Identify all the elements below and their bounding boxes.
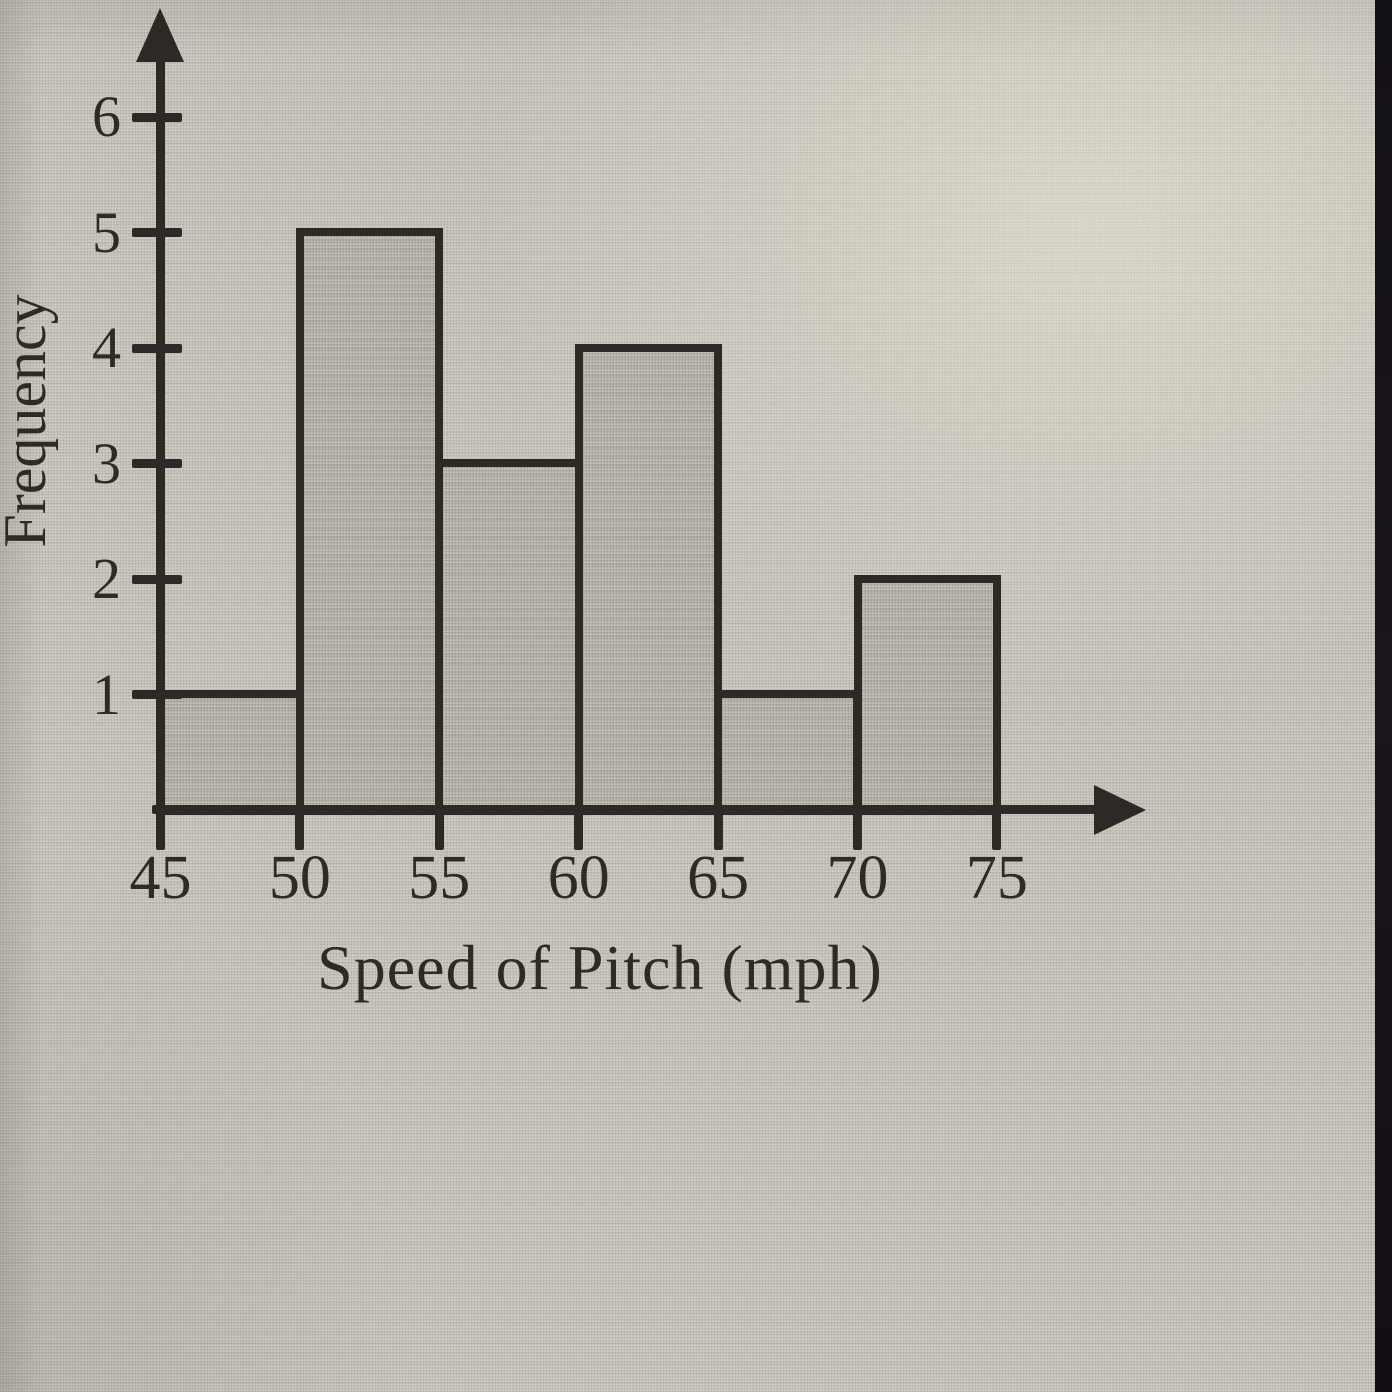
histogram-bar-65-70 [714,690,862,815]
histogram-bar-45-50 [156,690,304,815]
x-axis-tick-50 [295,806,305,850]
x-axis-tick-label: 45 [129,844,192,912]
x-axis-line [152,805,1102,814]
y-axis-tick-label: 3 [92,430,121,496]
histogram-bar-60-65 [574,343,723,815]
x-axis-tick-label: 60 [547,844,610,912]
x-axis-tick-label: 65 [687,844,750,912]
y-axis-tick-label: 1 [92,661,121,727]
photo-edge-strip [1375,0,1392,1392]
y-axis-tick-label: 2 [92,546,121,611]
histogram-bar-70-75 [853,574,1001,815]
y-axis-title: Frequency [0,294,58,548]
y-axis-arrowhead-icon [136,8,184,62]
x-axis-tick-label: 70 [826,844,889,912]
x-axis-tick-70 [853,806,862,850]
x-axis-arrowhead-icon [1094,785,1146,835]
histogram-bar-50-55 [295,228,444,815]
x-axis-tick-label: 50 [268,844,331,912]
x-axis-tick-60 [574,806,584,850]
x-axis-tick-label: 55 [408,844,471,912]
y-axis-tick-label: 6 [92,84,121,149]
x-axis-tick-45 [156,806,165,850]
y-axis-line [156,45,165,815]
x-axis-tick-55 [434,806,444,850]
y-axis-tick-label: 5 [92,199,121,265]
x-axis-tick-65 [713,806,723,850]
x-axis-tick-75 [992,806,1002,850]
y-axis-tick-label: 4 [92,315,121,380]
x-axis-title: Speed of Pitch (mph) [317,932,883,1003]
x-axis-tick-label: 75 [965,844,1028,912]
histogram-bar-55-60 [435,459,583,815]
